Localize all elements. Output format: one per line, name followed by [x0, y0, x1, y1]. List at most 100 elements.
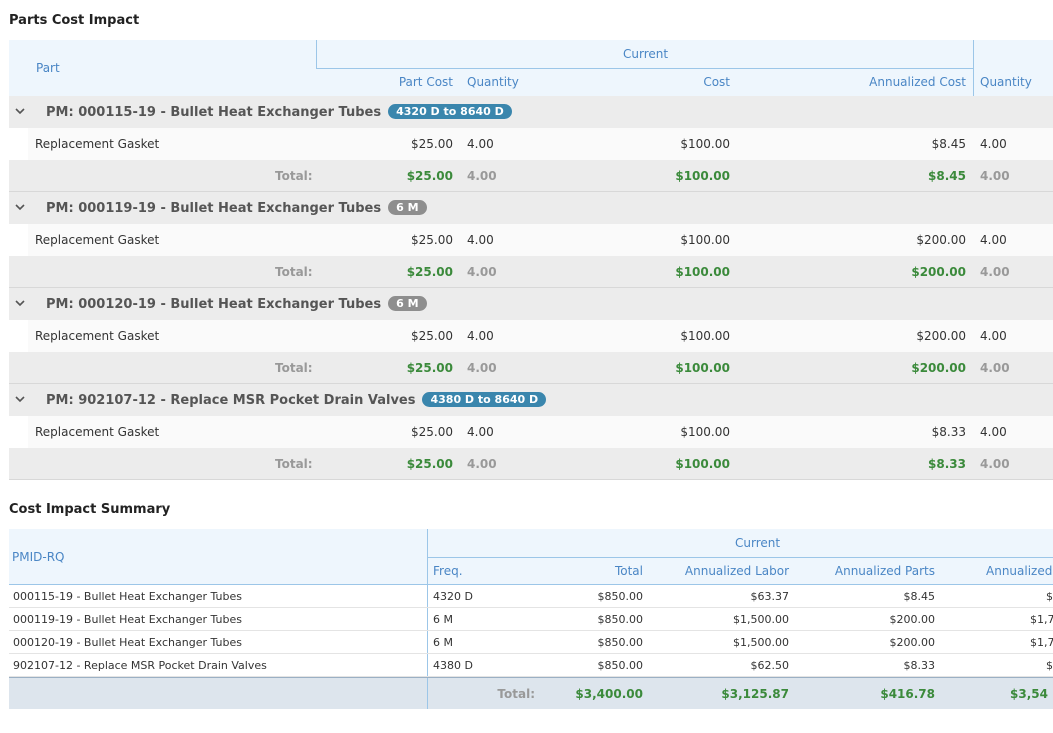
col-header-annualized[interactable]: Annualized	[986, 564, 1053, 578]
pm-group-header[interactable]: PM: 902107-12 - Replace MSR Pocket Drain…	[9, 384, 1053, 416]
summary-pmid: 000115-19 - Bullet Heat Exchanger Tubes	[13, 590, 242, 603]
part-row: Replacement Gasket $25.00 4.00 $100.00 $8.45…	[28, 128, 1053, 160]
part-annualized-cost: $200.00	[916, 329, 966, 343]
col-header-annualized-cost[interactable]: Annualized Cost	[869, 75, 966, 89]
part-total-cost: $100.00	[680, 233, 730, 247]
pm-group-header[interactable]: PM: 000120-19 - Bullet Heat Exchanger Tu…	[9, 288, 1053, 320]
part-name: Replacement Gasket	[35, 233, 160, 247]
col-header-quantity[interactable]: Quantity	[467, 75, 519, 89]
total-label: Total:	[275, 361, 313, 375]
pm-group-title: PM: 000115-19 - Bullet Heat Exchanger Tu…	[46, 105, 382, 120]
summary-freq: 4320 D	[433, 590, 473, 603]
pm-group-header[interactable]: PM: 000115-19 - Bullet Heat Exchanger Tu…	[9, 96, 1053, 128]
total-part-cost: $25.00	[406, 457, 453, 471]
summary-pmid: 000120-19 - Bullet Heat Exchanger Tubes	[13, 636, 242, 649]
chevron-down-icon[interactable]	[13, 393, 27, 407]
total-quantity-2: 4.00	[980, 169, 1010, 183]
total-annualized-cost: $8.45	[928, 169, 966, 183]
part-annualized-cost: $8.45	[931, 137, 966, 151]
summary-annualized: $1,7	[1030, 613, 1053, 626]
total-cost: $100.00	[675, 457, 730, 471]
part-cost: $25.00	[411, 329, 453, 343]
chevron-down-icon[interactable]	[13, 201, 27, 215]
frequency-badge: 4380 D to 8640 D	[422, 392, 547, 407]
summary-annualized-parts: $8.45	[903, 590, 936, 603]
col-header-annualized-parts[interactable]: Annualized Parts	[834, 564, 935, 578]
pm-group-title: PM: 902107-12 - Replace MSR Pocket Drain…	[46, 393, 416, 408]
summary-row[interactable]: 902107-12 - Replace MSR Pocket Drain Val…	[9, 654, 1053, 677]
frequency-badge: 6 M	[388, 296, 427, 311]
summary-row[interactable]: 000119-19 - Bullet Heat Exchanger Tubes 6…	[9, 608, 1053, 631]
total-quantity: 4.00	[467, 169, 497, 183]
total-part-cost: $25.00	[406, 361, 453, 375]
part-quantity: 4.00	[467, 137, 494, 151]
total-cost: $100.00	[675, 361, 730, 375]
part-cost: $25.00	[411, 137, 453, 151]
summary-annualized: $	[1046, 659, 1053, 672]
col-header-quantity-2[interactable]: Quantity	[980, 75, 1032, 89]
pm-group: PM: 000120-19 - Bullet Heat Exchanger Tu…	[9, 288, 1053, 384]
col-header-pmid[interactable]: PMID-RQ	[12, 550, 65, 564]
summary-total-total: $3,400.00	[575, 687, 643, 701]
group-total-row: Total: $25.00 4.00 $100.00 $200.00 4.00	[9, 352, 1053, 384]
summary-annualized-labor: $62.50	[750, 659, 790, 672]
summary-total-label: Total:	[497, 687, 535, 701]
parts-cost-table: Current Part Part Cost Quantity Cost Ann…	[9, 40, 1053, 480]
total-part-cost: $25.00	[406, 265, 453, 279]
part-quantity-2: 4.00	[980, 233, 1007, 247]
part-row: Replacement Gasket $25.00 4.00 $100.00 $8.33…	[28, 416, 1053, 448]
frequency-badge: 6 M	[388, 200, 427, 215]
summary-freq: 6 M	[433, 613, 453, 626]
chevron-down-icon[interactable]	[13, 297, 27, 311]
summary-header-group-current: Current	[735, 536, 781, 550]
part-quantity-2: 4.00	[980, 137, 1007, 151]
summary-pmid: 902107-12 - Replace MSR Pocket Drain Val…	[13, 659, 267, 672]
summary-annualized-labor: $63.37	[750, 590, 790, 603]
cost-impact-summary-table: Current PMID-RQ Freq. Total Annualized L…	[9, 529, 1053, 709]
pm-group-header[interactable]: PM: 000119-19 - Bullet Heat Exchanger Tu…	[9, 192, 1053, 224]
summary-freq: 6 M	[433, 636, 453, 649]
parts-cost-impact-title: Parts Cost Impact	[9, 13, 140, 28]
summary-annualized-parts: $8.33	[903, 659, 936, 672]
part-quantity: 4.00	[467, 329, 494, 343]
total-quantity-2: 4.00	[980, 265, 1010, 279]
part-cost: $25.00	[411, 233, 453, 247]
pm-group: PM: 000119-19 - Bullet Heat Exchanger Tu…	[9, 192, 1053, 288]
chevron-down-icon[interactable]	[13, 105, 27, 119]
col-header-total[interactable]: Total	[614, 564, 643, 578]
summary-freq: 4380 D	[433, 659, 473, 672]
total-part-cost: $25.00	[406, 169, 453, 183]
total-quantity-2: 4.00	[980, 457, 1010, 471]
total-cost: $100.00	[675, 265, 730, 279]
col-header-freq[interactable]: Freq.	[433, 564, 463, 578]
part-row: Replacement Gasket $25.00 4.00 $100.00 $200.…	[28, 224, 1053, 256]
col-header-cost[interactable]: Cost	[703, 75, 730, 89]
part-annualized-cost: $200.00	[916, 233, 966, 247]
summary-total: $850.00	[597, 613, 644, 626]
part-quantity: 4.00	[467, 233, 494, 247]
col-header-part[interactable]: Part	[36, 61, 60, 75]
summary-annualized: $1,7	[1030, 636, 1053, 649]
pm-group-title: PM: 000120-19 - Bullet Heat Exchanger Tu…	[46, 297, 382, 312]
summary-row[interactable]: 000115-19 - Bullet Heat Exchanger Tubes 4…	[9, 585, 1053, 608]
total-quantity-2: 4.00	[980, 361, 1010, 375]
total-annualized-cost: $8.33	[928, 457, 966, 471]
summary-table-header: Current PMID-RQ Freq. Total Annualized L…	[9, 529, 1053, 585]
total-quantity: 4.00	[467, 457, 497, 471]
pm-group-title: PM: 000119-19 - Bullet Heat Exchanger Tu…	[46, 201, 382, 216]
total-quantity: 4.00	[467, 265, 497, 279]
summary-annualized-parts: $200.00	[889, 613, 936, 626]
cost-impact-summary-title: Cost Impact Summary	[9, 502, 171, 517]
total-quantity: 4.00	[467, 361, 497, 375]
part-total-cost: $100.00	[680, 137, 730, 151]
summary-row[interactable]: 000120-19 - Bullet Heat Exchanger Tubes 6…	[9, 631, 1053, 654]
part-total-cost: $100.00	[680, 425, 730, 439]
part-row: Replacement Gasket $25.00 4.00 $100.00 $200.…	[28, 320, 1053, 352]
col-header-annualized-labor[interactable]: Annualized Labor	[684, 564, 789, 578]
part-quantity-2: 4.00	[980, 425, 1007, 439]
summary-pmid: 000119-19 - Bullet Heat Exchanger Tubes	[13, 613, 242, 626]
total-annualized-cost: $200.00	[911, 361, 966, 375]
col-header-part-cost[interactable]: Part Cost	[398, 75, 453, 89]
summary-annualized: $	[1046, 590, 1053, 603]
part-name: Replacement Gasket	[35, 425, 160, 439]
